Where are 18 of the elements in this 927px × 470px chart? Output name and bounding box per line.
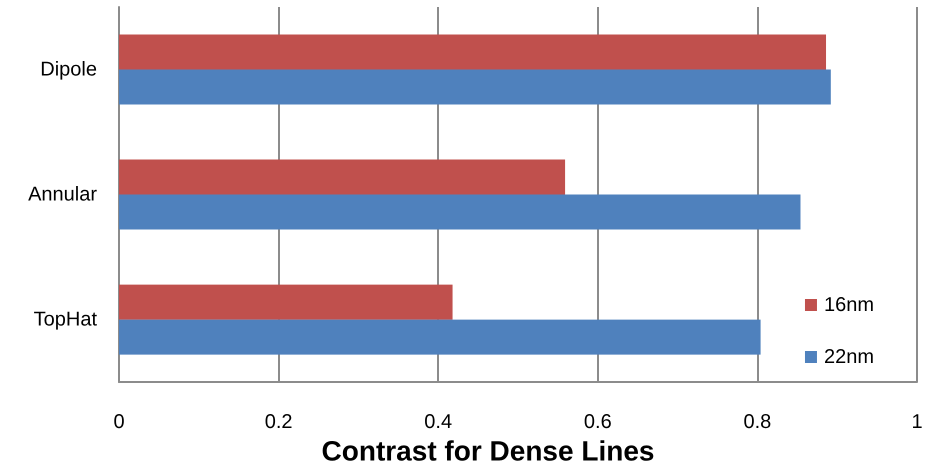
bar	[119, 194, 800, 230]
legend-label: 22nm	[824, 346, 874, 368]
x-tick-label: 0	[113, 411, 125, 434]
x-tick-label: 1	[911, 411, 923, 434]
bar	[119, 70, 831, 105]
x-tick-label: 0.2	[264, 411, 293, 434]
bar	[119, 320, 761, 355]
legend-label: 16nm	[824, 294, 874, 316]
y-tick-label: TopHat	[34, 308, 98, 331]
x-axis-title: Contrast for Dense Lines	[322, 436, 654, 466]
x-tick-label: 0.4	[424, 411, 452, 434]
y-tick-label: Annular	[28, 184, 98, 206]
x-tick-label: 0.6	[584, 411, 612, 434]
y-tick-label: Dipole	[40, 58, 97, 81]
bar	[119, 34, 826, 70]
bar	[119, 284, 453, 320]
x-tick-label: 0.8	[743, 411, 772, 434]
bar	[119, 160, 566, 195]
